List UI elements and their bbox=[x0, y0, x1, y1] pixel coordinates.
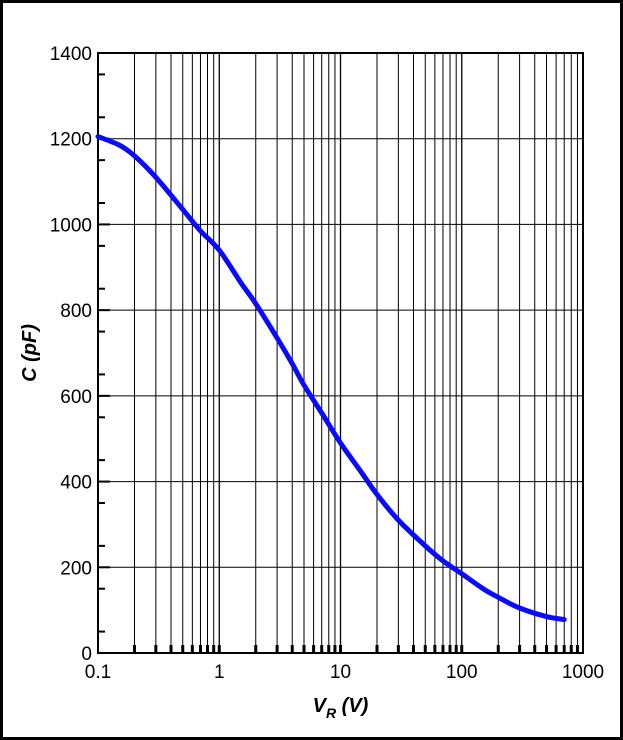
y-tick-label: 1000 bbox=[50, 215, 92, 236]
x-tick-label: 1 bbox=[214, 662, 225, 683]
x-tick-label: 0.1 bbox=[85, 662, 111, 683]
grid-lines bbox=[98, 53, 583, 653]
capacitance-curve bbox=[95, 134, 567, 623]
y-tick-label: 200 bbox=[60, 558, 92, 579]
minor-ticks bbox=[98, 52, 579, 654]
x-tick-label: 100 bbox=[446, 662, 478, 683]
x-axis-title-sub: R bbox=[326, 705, 337, 721]
x-axis-title-main: V bbox=[313, 695, 328, 717]
y-tick-label: 600 bbox=[60, 387, 92, 408]
x-tick-label: 1000 bbox=[562, 662, 604, 683]
y-axis-title: C (pF) bbox=[19, 324, 41, 382]
y-tick-label: 1400 bbox=[50, 44, 92, 65]
x-axis-title: VR (V) bbox=[313, 695, 369, 721]
tick-labels: 0 200 400 600 800 1000 1200 1400 0.1 1 10 100 1000 bbox=[50, 44, 604, 683]
y-tick-label: 0 bbox=[81, 644, 92, 665]
y-tick-label: 400 bbox=[60, 473, 92, 494]
plot-area bbox=[97, 52, 584, 654]
x-axis-title-unit: (V) bbox=[336, 695, 369, 717]
y-tick-label: 800 bbox=[60, 301, 92, 322]
y-tick-label: 1200 bbox=[50, 130, 92, 151]
series-layer bbox=[95, 134, 567, 623]
x-tick-label: 10 bbox=[330, 662, 351, 683]
